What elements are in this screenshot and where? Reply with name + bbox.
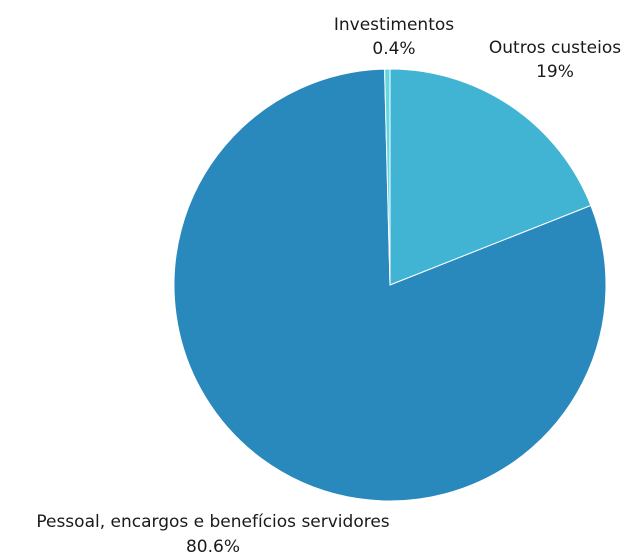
label-outros-custeios: Outros custeios 19%	[489, 38, 621, 82]
pie-slice-investimentos	[384, 68, 391, 286]
label-investimentos-name: Investimentos	[334, 15, 454, 35]
label-investimentos-value: 0.4%	[372, 39, 415, 59]
pie-slice-outros-custeios	[389, 68, 592, 286]
label-investimentos: Investimentos 0.4%	[334, 15, 454, 59]
label-outros-custeios-name: Outros custeios	[489, 38, 621, 58]
label-pessoal-value: 80.6%	[186, 537, 240, 557]
label-outros-custeios-value: 19%	[536, 62, 574, 82]
label-pessoal-name: Pessoal, encargos e benefícios servidore…	[36, 512, 389, 532]
pie-slice-pessoal-encargos-e-benef-cios-servidores	[173, 68, 607, 502]
pie-slices	[173, 68, 607, 502]
label-pessoal: Pessoal, encargos e benefícios servidore…	[36, 512, 389, 557]
